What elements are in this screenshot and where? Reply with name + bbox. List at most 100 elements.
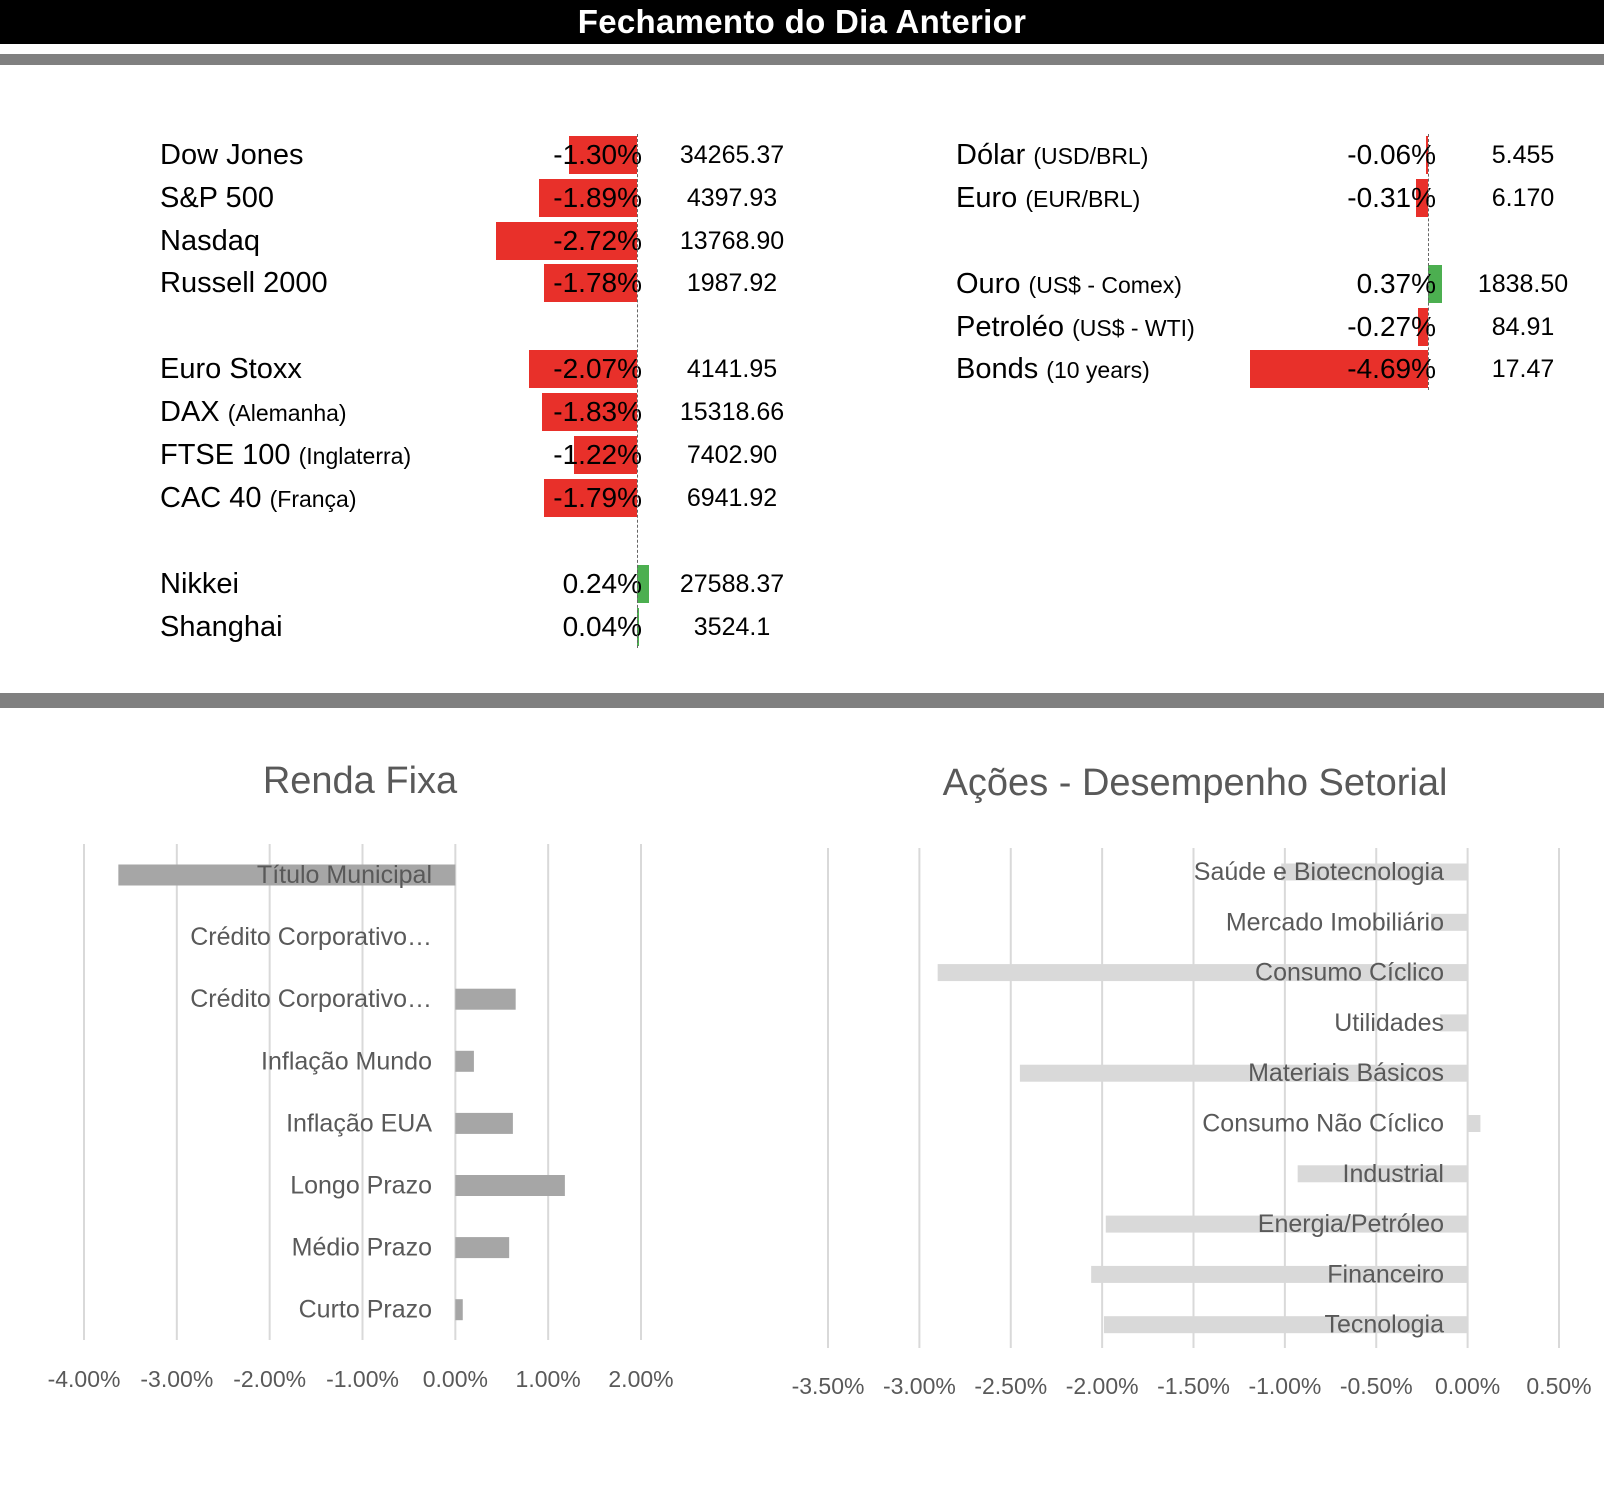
assets-close-value: 1838.50 — [1477, 270, 1569, 298]
indices-row: FTSE 100 (Inglaterra) -1.22% 7402.90 — [0, 434, 1604, 476]
assets-close-value: 84.91 — [1491, 313, 1555, 341]
indices-name-text: Nikkei — [160, 568, 239, 600]
assets-name-text: Petroléo — [956, 311, 1065, 343]
x-tick-label: 0.50% — [1526, 1373, 1591, 1399]
indices-name-text: Dow Jones — [160, 139, 304, 171]
data-bar — [455, 1175, 565, 1196]
indices-close-value: 1987.92 — [686, 269, 778, 297]
indices-change-pct: -1.30% — [553, 139, 642, 170]
indices-name: DAX (Alemanha) — [160, 391, 347, 434]
assets-name-text: Bonds — [956, 353, 1039, 385]
category-label: Financeiro — [1327, 1260, 1444, 1288]
x-tick-label: -3.50% — [792, 1373, 865, 1399]
data-bar — [1467, 1115, 1481, 1132]
x-tick-label: -2.50% — [974, 1373, 1047, 1399]
data-bar — [455, 1050, 474, 1072]
indices-name: Nasdaq — [160, 220, 260, 262]
indices-row: Nikkei 0.24% 27588.37 — [0, 563, 1604, 605]
indices-change-pct: -1.89% — [553, 182, 642, 213]
indices-row: Nasdaq -2.72% 13768.90 — [0, 220, 1604, 262]
x-tick-label: 1.00% — [516, 1366, 581, 1392]
x-tick-label: 2.00% — [608, 1366, 673, 1392]
assets-row: Euro (EUR/BRL) -0.31% 6.170 — [0, 177, 1604, 219]
assets-change-pct: -0.06% — [1347, 139, 1436, 170]
renda-fixa-title: Renda Fixa — [262, 760, 458, 802]
header-bar: Fechamento do Dia Anterior — [0, 0, 1604, 44]
assets-change-pct: 0.37% — [1356, 268, 1436, 299]
assets-name: Bonds (10 years) — [956, 348, 1150, 391]
data-bar — [1431, 913, 1468, 931]
indices-name-text: Euro Stoxx — [160, 353, 302, 385]
setorial-title: Ações - Desempenho Setorial — [942, 762, 1448, 804]
data-bar — [1105, 1215, 1468, 1233]
assets-row: Dólar (USD/BRL) -0.06% 5.455 — [0, 134, 1604, 176]
category-label: Médio Prazo — [292, 1234, 432, 1262]
x-tick-label: -2.00% — [1066, 1373, 1139, 1399]
category-label: Título Municipal — [257, 861, 432, 889]
category-label: Curto Prazo — [299, 1296, 432, 1324]
assets-change-bar — [1428, 265, 1443, 303]
x-tick-label: -3.00% — [140, 1366, 213, 1392]
data-bar — [1281, 863, 1468, 881]
indices-name: FTSE 100 (Inglaterra) — [160, 434, 411, 477]
assets-zero-line — [1428, 134, 1429, 390]
category-label: Energia/Petróleo — [1258, 1210, 1444, 1238]
x-tick-label: -1.50% — [1157, 1373, 1230, 1399]
category-label: Industrial — [1343, 1160, 1444, 1188]
indices-change-pct: 0.24% — [562, 568, 642, 599]
indices-name: Euro Stoxx — [160, 348, 302, 390]
indices-subname: (Alemanha) — [227, 400, 347, 426]
indices-change-bar — [495, 222, 637, 260]
indices-close-value: 13768.90 — [679, 227, 785, 255]
assets-name-text: Euro — [956, 182, 1018, 214]
x-tick-label: -3.00% — [883, 1373, 956, 1399]
category-label: Crédito Corporativo… — [190, 985, 432, 1013]
indices-change-pct: -1.78% — [553, 267, 642, 298]
assets-change-pct: -0.31% — [1347, 182, 1436, 213]
indices-name-text: FTSE 100 — [160, 439, 291, 471]
indices-close-value: 15318.66 — [679, 398, 785, 426]
category-label: Mercado Imobiliário — [1226, 908, 1444, 936]
category-label: Tecnologia — [1324, 1311, 1444, 1339]
indices-zero-line — [637, 134, 638, 648]
data-bar — [1019, 1064, 1468, 1082]
indices-change-pct: -2.72% — [553, 225, 642, 256]
indices-row: Russell 2000 -1.78% 1987.92 — [0, 262, 1604, 304]
assets-subname: (10 years) — [1046, 357, 1150, 383]
indices-name-text: Russell 2000 — [160, 267, 328, 299]
indices-change-pct: -1.22% — [553, 439, 642, 470]
indices-change-bar — [637, 608, 640, 646]
assets-subname: (US$ - Comex) — [1028, 272, 1182, 298]
assets-name: Ouro (US$ - Comex) — [956, 263, 1182, 306]
category-label: Utilidades — [1334, 1009, 1444, 1037]
indices-row: DAX (Alemanha) -1.83% 15318.66 — [0, 391, 1604, 433]
indices-name-text: Shanghai — [160, 611, 283, 643]
page-title: Fechamento do Dia Anterior — [577, 3, 1027, 40]
indices-subname: (Inglaterra) — [298, 443, 412, 469]
indices-row: S&P 500 -1.89% 4397.93 — [0, 177, 1604, 219]
x-tick-label: -1.00% — [326, 1366, 399, 1392]
assets-name-text: Ouro — [956, 268, 1021, 300]
indices-close-value: 4397.93 — [686, 184, 778, 212]
x-tick-label: -2.00% — [233, 1366, 306, 1392]
top-divider — [0, 54, 1604, 65]
indices-change-bar — [544, 264, 637, 302]
indices-change-pct: -1.79% — [553, 482, 642, 513]
assets-change-bar — [1416, 179, 1428, 217]
indices-name: Russell 2000 — [160, 262, 328, 304]
assets-subname: (EUR/BRL) — [1025, 186, 1141, 212]
indices-change-bar — [538, 179, 637, 217]
indices-row: Dow Jones -1.30% 34265.37 — [0, 134, 1604, 176]
indices-name: Shanghai — [160, 606, 283, 648]
assets-name-text: Dólar — [956, 139, 1026, 171]
category-label: Consumo Cíclico — [1255, 959, 1444, 987]
indices-close-value: 3524.1 — [693, 613, 771, 641]
indices-change-bar — [569, 136, 637, 174]
indices-change-bar — [541, 393, 637, 431]
category-label: Inflação Mundo — [261, 1047, 432, 1075]
assets-row: Petroléo (US$ - WTI) -0.27% 84.91 — [0, 306, 1604, 348]
x-tick-label: 0.00% — [1435, 1373, 1500, 1399]
indices-name: Dow Jones — [160, 134, 303, 176]
data-bar — [455, 1299, 463, 1321]
indices-change-bar — [573, 436, 637, 474]
